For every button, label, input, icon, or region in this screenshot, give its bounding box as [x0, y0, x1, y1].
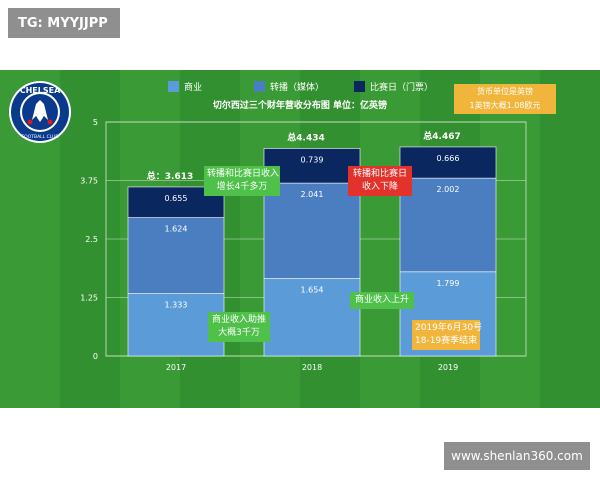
legend-label-commercial: 商业: [184, 83, 203, 93]
legend-swatch-broadcast: [254, 81, 265, 92]
callout-broadcast-growth-line1: 转播和比赛日收入: [207, 169, 280, 179]
legend-label-broadcast: 转播（媒体）: [270, 83, 325, 93]
callout-commercial-push: 商业收入助推 大概3千万: [208, 312, 270, 342]
logo-text-top: CHELSEA: [20, 86, 61, 95]
total-label: 总：3.613: [147, 170, 193, 182]
y-tick-label: 1.25: [80, 294, 98, 303]
watermark-bottom-text: www.shenlan360.com: [451, 449, 583, 463]
bar-segment-matchday: [399, 146, 497, 179]
bar-segment-commercial: [263, 278, 361, 357]
callout-broadcast-drop-line1: 转播和比赛日: [352, 169, 407, 179]
watermark-top-text: TG: MYYJJPP: [18, 15, 108, 31]
watermark-top: TG: MYYJJPP: [8, 8, 120, 38]
data-label: 1.624: [165, 225, 188, 234]
y-tick-label: 5: [93, 118, 98, 127]
chart-plot: 0 1.25 2.5 3.75 5 1.333 1.624 0.655 总：3.613 2017 1…: [80, 118, 527, 372]
watermark-bottom: www.shenlan360.com: [444, 442, 590, 470]
bar-segment-broadcast: [127, 217, 225, 294]
callout-broadcast-growth: 转播和比赛日收入 增长4千多万: [204, 166, 280, 196]
y-tick-label: 0: [93, 352, 98, 361]
callout-broadcast-drop: 转播和比赛日 收入下降: [348, 166, 412, 196]
callout-season-end: 2019年6月30号 18-19赛季结束: [412, 320, 483, 350]
bar-segment-matchday: [263, 148, 361, 184]
currency-note: 货币单位是英镑 1英镑大概1.08欧元: [454, 84, 556, 114]
callout-commercial-push-line1: 商业收入助推: [211, 315, 266, 325]
legend-item-matchday: 比赛日（门票）: [354, 80, 433, 93]
legend-item-commercial: 商业: [168, 80, 202, 93]
data-label: 2.041: [301, 190, 324, 199]
callout-broadcast-drop-line2: 收入下降: [361, 182, 398, 192]
data-label: 1.654: [301, 286, 324, 295]
currency-note-line1: 货币单位是英镑: [477, 87, 533, 96]
legend-item-broadcast: 转播（媒体）: [254, 80, 324, 93]
y-tick-label: 3.75: [80, 177, 98, 186]
x-tick-label: 2018: [302, 363, 322, 372]
chart-title: 切尔西过三个财年营收分布图 单位：亿英镑: [212, 101, 388, 111]
chart-panel: CHELSEA FOOTBALL CLUB 商业 转播（媒体） 比赛日（门票） …: [0, 70, 600, 408]
total-label: 总4.467: [423, 130, 460, 142]
data-label: 2.002: [437, 185, 460, 194]
currency-note-line2: 1英镑大概1.08欧元: [469, 101, 541, 110]
callout-season-end-line1: 2019年6月30号: [415, 323, 483, 333]
callout-season-end-line2: 18-19赛季结束: [415, 336, 478, 346]
legend-label-matchday: 比赛日（门票）: [370, 83, 434, 93]
callout-commercial-push-line2: 大概3千万: [218, 328, 260, 338]
data-label: 1.333: [165, 301, 188, 310]
bar-segment-broadcast: [263, 182, 361, 279]
data-label: 0.655: [165, 194, 188, 203]
callout-commercial-rise-line1: 商业收入上升: [354, 295, 409, 305]
callout-commercial-rise: 商业收入上升: [350, 292, 414, 309]
data-label: 1.799: [437, 279, 460, 288]
legend-swatch-commercial: [168, 81, 179, 92]
data-label: 0.666: [437, 154, 460, 163]
callout-broadcast-growth-line2: 增长4千多万: [216, 182, 268, 192]
bar-segment-broadcast: [399, 177, 497, 273]
x-tick-label: 2019: [438, 363, 458, 372]
chelsea-logo: CHELSEA FOOTBALL CLUB: [8, 80, 72, 144]
legend-swatch-matchday: [354, 81, 365, 92]
data-label: 0.739: [301, 155, 324, 164]
y-tick-label: 2.5: [85, 235, 98, 244]
x-tick-label: 2017: [166, 363, 186, 372]
logo-text-bottom: FOOTBALL CLUB: [22, 134, 59, 140]
chart-legend: 商业 转播（媒体） 比赛日（门票）: [150, 80, 450, 96]
total-label: 总4.434: [287, 131, 324, 143]
